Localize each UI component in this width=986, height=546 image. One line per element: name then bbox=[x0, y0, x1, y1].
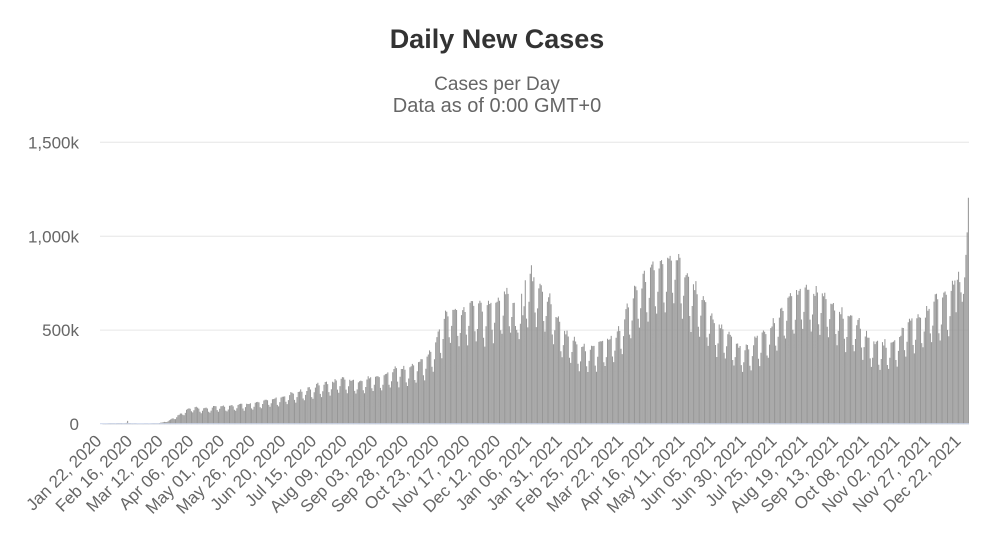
svg-text:500k: 500k bbox=[42, 321, 79, 340]
svg-text:0: 0 bbox=[70, 415, 79, 434]
svg-text:Data as of 0:00 GMT+0: Data as of 0:00 GMT+0 bbox=[393, 95, 601, 117]
svg-text:Daily New Cases: Daily New Cases bbox=[390, 24, 605, 54]
svg-text:1,000k: 1,000k bbox=[28, 227, 80, 246]
svg-text:Cases per Day: Cases per Day bbox=[434, 74, 560, 95]
svg-text:1,500k: 1,500k bbox=[28, 133, 80, 152]
